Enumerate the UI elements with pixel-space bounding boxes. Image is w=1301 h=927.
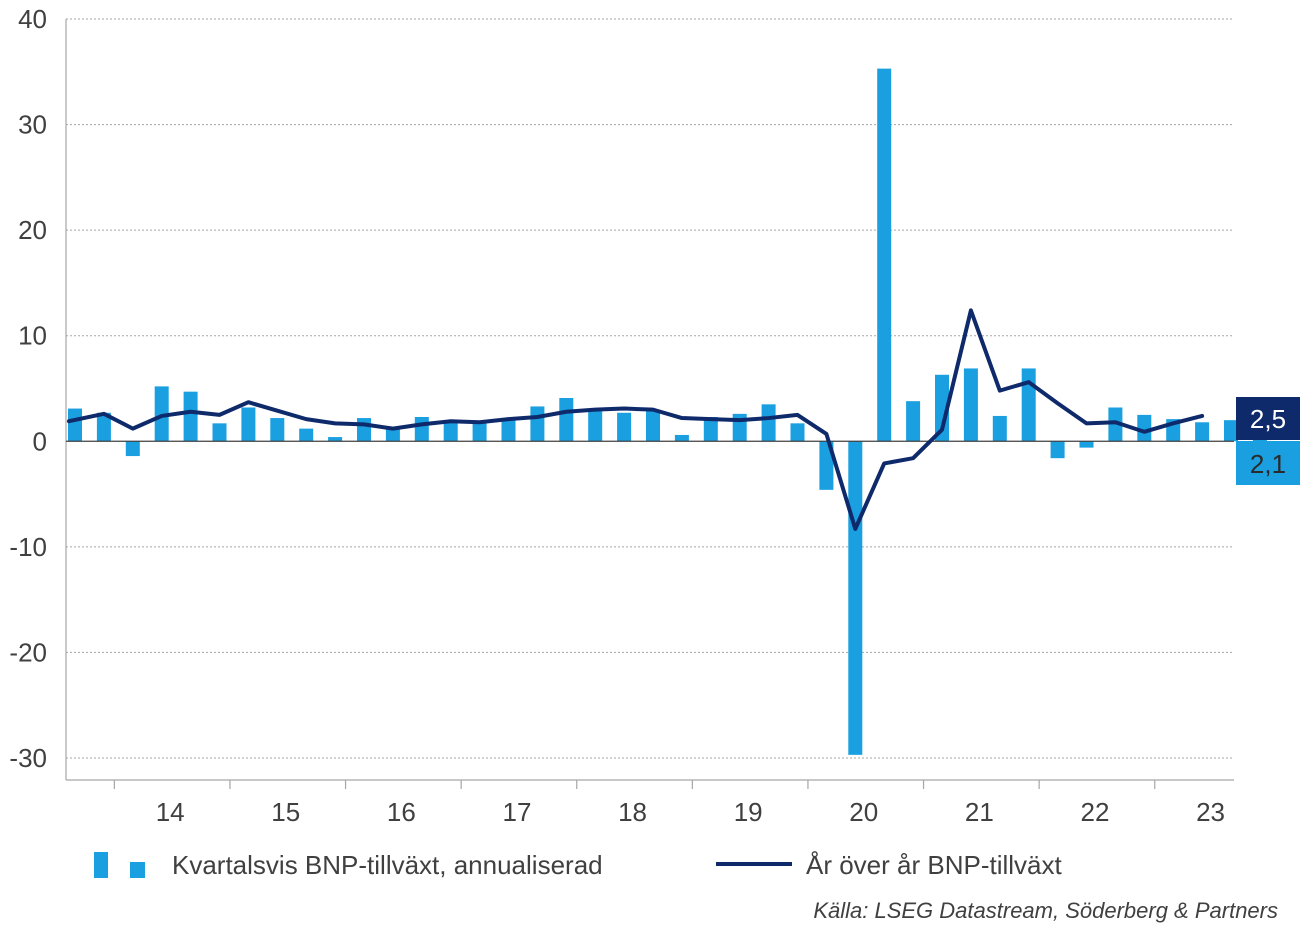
yoy-growth-line: [67, 308, 1205, 531]
bar: [154, 386, 169, 442]
legend-label-line: År över år BNP-tillväxt: [806, 850, 1062, 880]
y-tick-label: -10: [9, 532, 47, 562]
bar: [906, 401, 921, 442]
bar: [1021, 368, 1036, 442]
bar: [125, 441, 140, 457]
bar-series: [68, 68, 1267, 755]
y-tick-label: 30: [18, 110, 47, 140]
end-value-labels: 2,5 2,1: [1236, 397, 1300, 485]
x-tick-label: 21: [965, 797, 994, 827]
bar: [877, 68, 892, 442]
bar: [183, 391, 198, 442]
y-tick-labels: 40 30 20 10 0 -10 -20 -30: [9, 4, 47, 773]
bar: [559, 398, 574, 442]
bar: [790, 423, 805, 442]
bar: [241, 407, 256, 442]
bar: [617, 412, 632, 442]
x-tick-label: 22: [1080, 797, 1109, 827]
bar: [68, 408, 82, 442]
end-label-bar-value: 2,1: [1250, 449, 1286, 479]
bar: [646, 409, 660, 442]
y-tick-label: -20: [9, 637, 47, 667]
bar: [414, 417, 429, 442]
bar: [328, 437, 343, 442]
grid-lines: [66, 18, 1234, 759]
bar: [1137, 414, 1152, 442]
bar: [1195, 422, 1210, 442]
bar: [761, 404, 776, 442]
legend-bar-swatch-2: [130, 862, 145, 878]
bar: [819, 441, 834, 490]
bar: [588, 409, 603, 442]
x-tick-label: 20: [849, 797, 878, 827]
bar: [530, 406, 545, 442]
bar: [992, 415, 1007, 442]
bar: [385, 428, 400, 442]
x-tick-label: 15: [271, 797, 300, 827]
bar: [299, 428, 314, 442]
x-tick-label: 18: [618, 797, 647, 827]
y-tick-label: 40: [18, 4, 47, 34]
x-tick-label: 16: [387, 797, 416, 827]
bar: [443, 420, 458, 442]
bar: [1079, 441, 1094, 448]
x-tick-labels: 14 15 16 17 18 19 20 21 22 23: [156, 797, 1225, 827]
bar: [935, 374, 949, 442]
legend: Kvartalsvis BNP-tillväxt, annualiserad Å…: [94, 850, 1062, 880]
end-label-line-value: 2,5: [1250, 404, 1286, 434]
bar: [501, 420, 516, 442]
bar: [848, 441, 863, 755]
y-tick-label: -30: [9, 743, 47, 773]
source-note: Källa: LSEG Datastream, Söderberg & Part…: [813, 898, 1278, 923]
bar: [963, 368, 978, 442]
bar: [270, 418, 285, 442]
y-tick-label: 0: [33, 426, 47, 456]
x-tick-label: 23: [1196, 797, 1225, 827]
bar: [674, 434, 689, 442]
y-tick-label: 10: [18, 321, 47, 351]
bar: [212, 423, 227, 442]
bar: [703, 417, 718, 442]
end-label-box-line: [1236, 397, 1300, 440]
x-tick-label: 14: [156, 797, 185, 827]
legend-label-bars: Kvartalsvis BNP-tillväxt, annualiserad: [172, 850, 603, 880]
bar: [1224, 420, 1238, 442]
bar: [1050, 441, 1065, 459]
x-tick-label: 19: [734, 797, 763, 827]
line-series: [67, 308, 1205, 531]
bar: [1108, 407, 1123, 442]
bar: [96, 412, 111, 442]
axes: [65, 19, 1234, 789]
legend-bar-swatch-1: [94, 852, 108, 878]
x-tick-label: 17: [502, 797, 531, 827]
bar: [357, 418, 371, 442]
bar: [472, 423, 487, 442]
y-tick-label: 20: [18, 215, 47, 245]
end-label-box-bar: [1236, 441, 1300, 485]
